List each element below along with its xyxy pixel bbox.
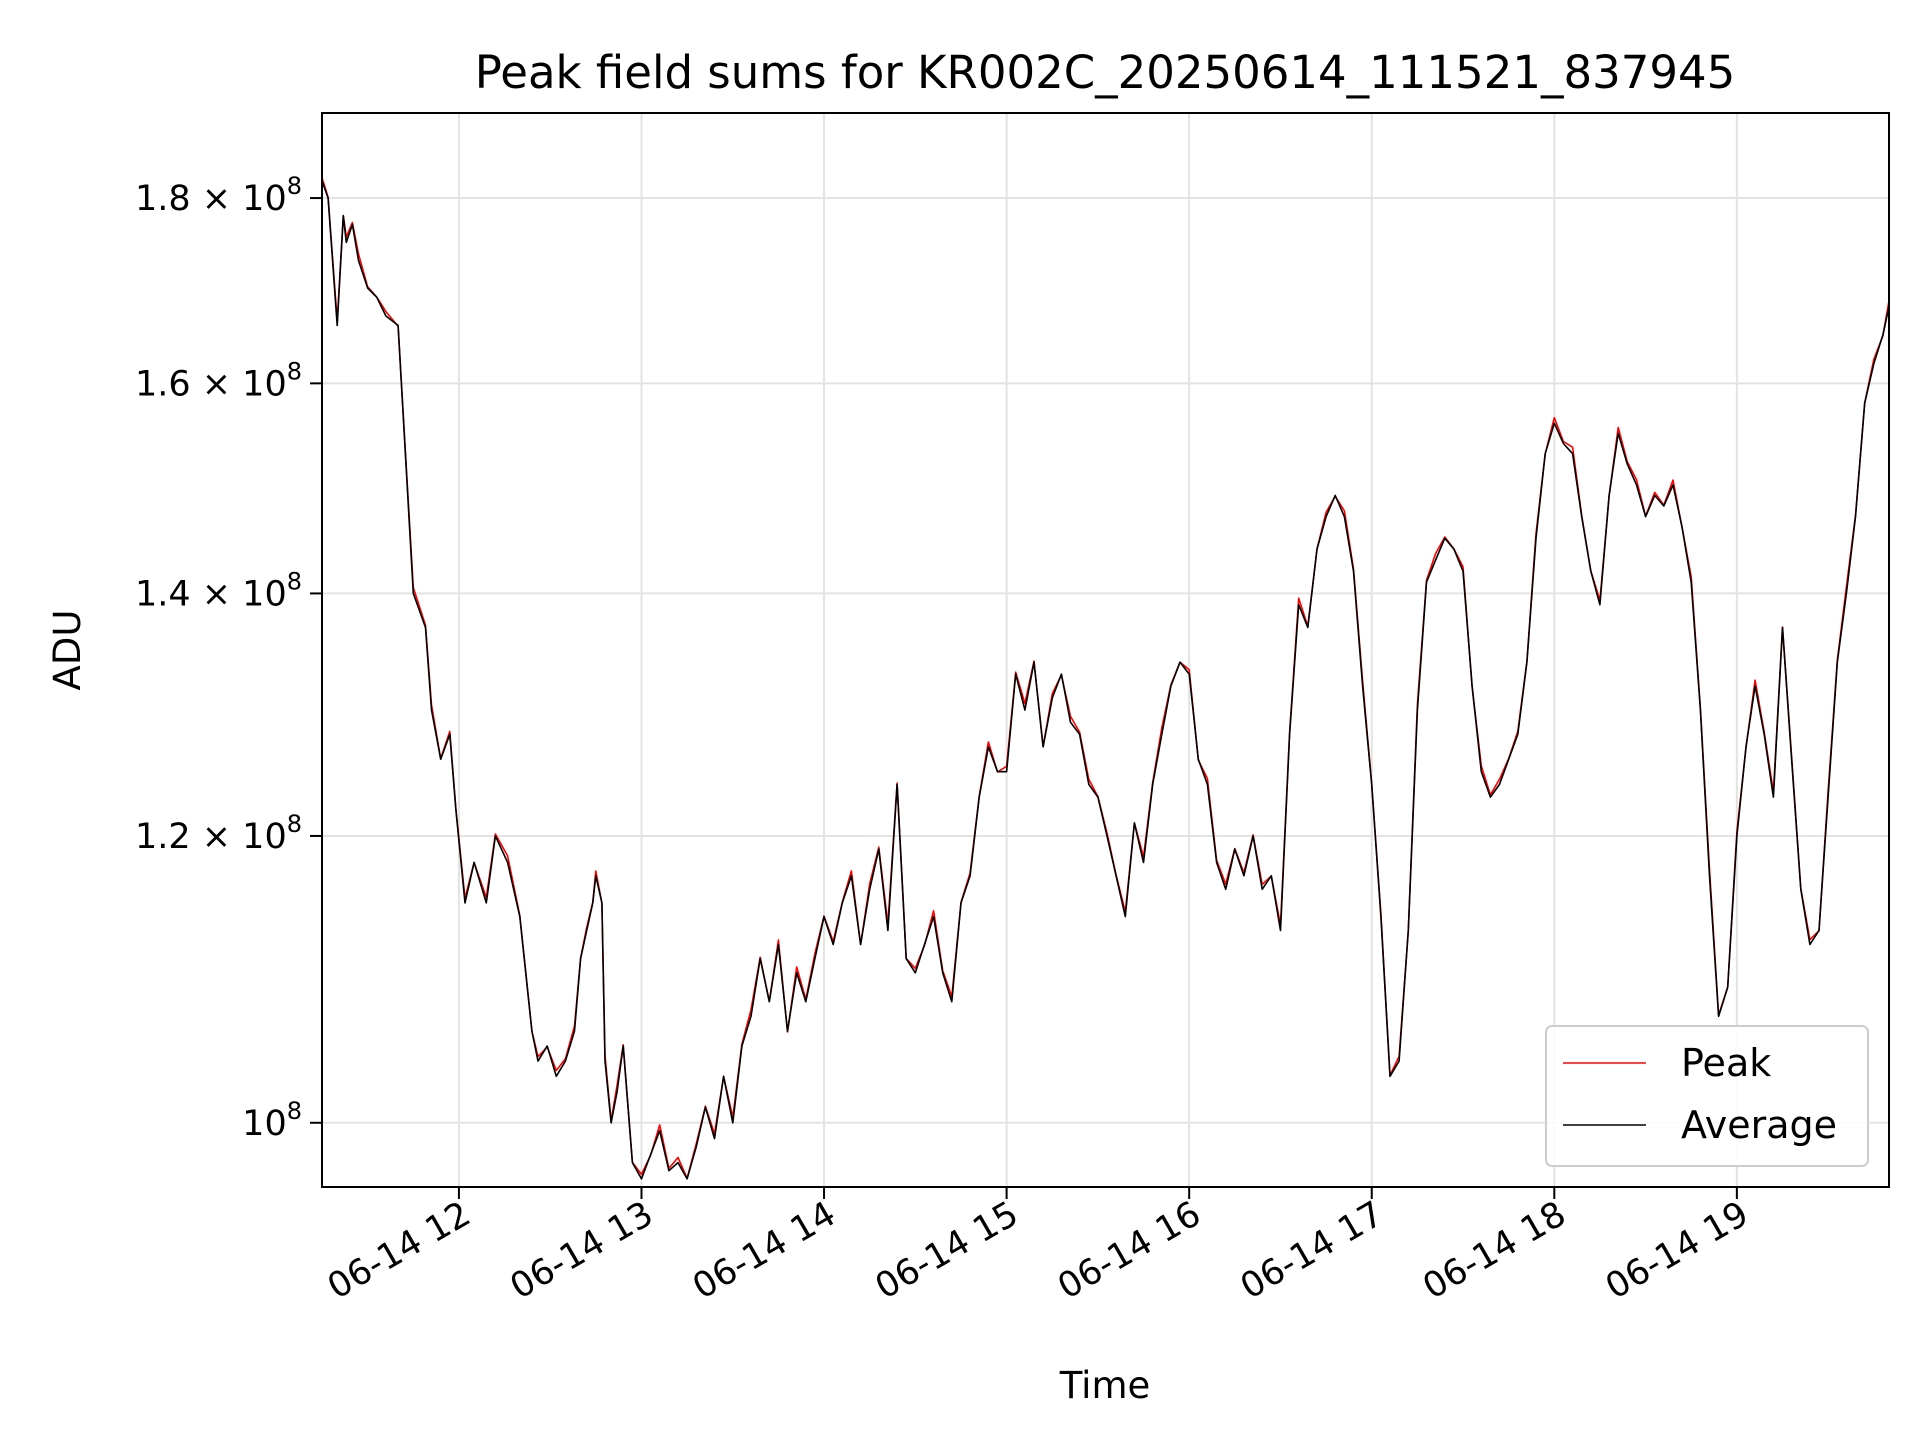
grid — [322, 113, 1889, 1187]
y-tick-label: 1.6 × 108 — [135, 357, 302, 404]
legend: Peak Average — [1545, 1025, 1869, 1167]
plot-frame — [321, 112, 1890, 1188]
y-tick-exponent: 8 — [287, 1097, 302, 1125]
series-line-average — [322, 180, 1889, 1180]
legend-box — [1545, 1025, 1869, 1167]
y-tick-exponent: 8 — [287, 172, 302, 200]
plot-area — [322, 177, 1889, 1180]
y-axis: 108 1.2 × 108 1.4 × 108 1.6 × 108 1.8 × 108 — [135, 172, 322, 1144]
y-tick-label: 108 — [242, 1097, 302, 1144]
x-axis-label: Time — [1059, 1364, 1151, 1407]
y-axis-label: ADU — [46, 610, 89, 691]
y-tick-exponent: 8 — [287, 810, 302, 838]
y-tick-exponent: 8 — [287, 357, 302, 385]
y-tick-exponent: 8 — [287, 567, 302, 595]
y-tick-label: 1.4 × 108 — [135, 567, 302, 614]
y-tick-label: 1.2 × 108 — [135, 810, 302, 857]
chart-title: Peak field sums for KR002C_20250614_1115… — [475, 46, 1735, 99]
y-tick-label: 1.8 × 108 — [135, 172, 302, 219]
legend-label-peak: Peak — [1681, 1041, 1771, 1085]
legend-label-average: Average — [1681, 1103, 1837, 1147]
